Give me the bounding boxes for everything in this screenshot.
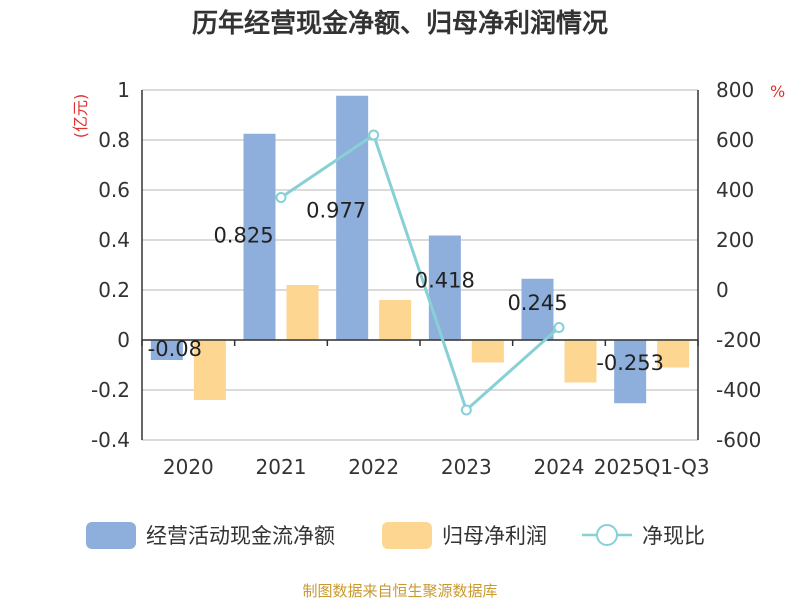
bar — [193, 340, 226, 400]
x-tick-label: 2021 — [256, 455, 307, 479]
ratio-point — [368, 129, 380, 141]
data-label: -0.253 — [596, 351, 664, 375]
ratio-line-path — [280, 132, 560, 413]
data-label: 0.977 — [306, 199, 366, 223]
legend-swatch — [86, 522, 136, 549]
legend-swatch — [382, 522, 432, 549]
right-tick-label: 400 — [716, 178, 754, 202]
x-tick-label: 2024 — [534, 455, 585, 479]
bar — [657, 340, 690, 368]
legend-marker — [596, 524, 618, 546]
left-tick-label: 1 — [117, 78, 130, 102]
data-label: 0.418 — [415, 269, 475, 293]
left-tick-label: 0.6 — [98, 178, 130, 202]
right-axis-unit: % — [770, 82, 785, 101]
right-tick-label: 200 — [716, 228, 754, 252]
bar — [471, 340, 504, 363]
left-axis-unit: (亿元) — [71, 94, 90, 139]
right-tick-label: 600 — [716, 128, 754, 152]
left-tick-label: 0 — [117, 328, 130, 352]
x-tick-label: 2022 — [348, 455, 399, 479]
source-note: 制图数据来自恒生聚源数据库 — [302, 582, 497, 600]
bar — [521, 278, 554, 340]
left-tick-label: -0.2 — [91, 378, 130, 402]
legend-label: 经营活动现金流净额 — [146, 524, 335, 548]
bar — [336, 95, 369, 340]
bar — [379, 300, 412, 340]
right-tick-label: 800 — [716, 78, 754, 102]
bar — [286, 285, 319, 340]
bars — [150, 95, 690, 404]
data-label: 0.245 — [507, 291, 567, 315]
right-tick-label: -600 — [716, 428, 761, 452]
ratio-point — [275, 192, 287, 203]
left-tick-label: 0.8 — [98, 128, 130, 152]
bar — [614, 340, 647, 404]
ratio-line — [275, 129, 565, 416]
bar — [150, 340, 183, 360]
legend-label: 净现比 — [642, 524, 705, 548]
bar — [564, 340, 597, 383]
left-tick-label: -0.4 — [91, 428, 130, 452]
right-tick-label: -200 — [716, 328, 761, 352]
right-tick-label: 0 — [716, 278, 729, 302]
data-labels: -0.08 0.825 0.977 0.418 0.245 -0.253 — [148, 199, 664, 376]
chart-title: 历年经营现金净额、归母净利润情况 — [192, 8, 608, 39]
legend-label: 归母净利润 — [442, 524, 547, 548]
axes: -0.4 -0.2 0 0.2 0.4 0.6 0.8 1 -600 -400 -200 0 200 40… — [91, 78, 761, 479]
bar — [428, 235, 461, 340]
bar — [243, 133, 276, 340]
right-tick-label: -400 — [716, 378, 761, 402]
left-tick-label: 0.2 — [98, 278, 130, 302]
left-tick-label: 0.4 — [98, 228, 130, 252]
x-tick-label: 2023 — [441, 455, 492, 479]
x-tick-label: 2020 — [163, 455, 214, 479]
data-label: -0.08 — [148, 337, 202, 361]
data-label: 0.825 — [213, 224, 273, 248]
ratio-point — [460, 404, 472, 416]
ratio-point — [553, 322, 565, 333]
legend: 经营活动现金流净额 归母净利润 净现比 — [86, 522, 705, 549]
x-tick-label: 2025Q1-Q3 — [594, 455, 710, 479]
